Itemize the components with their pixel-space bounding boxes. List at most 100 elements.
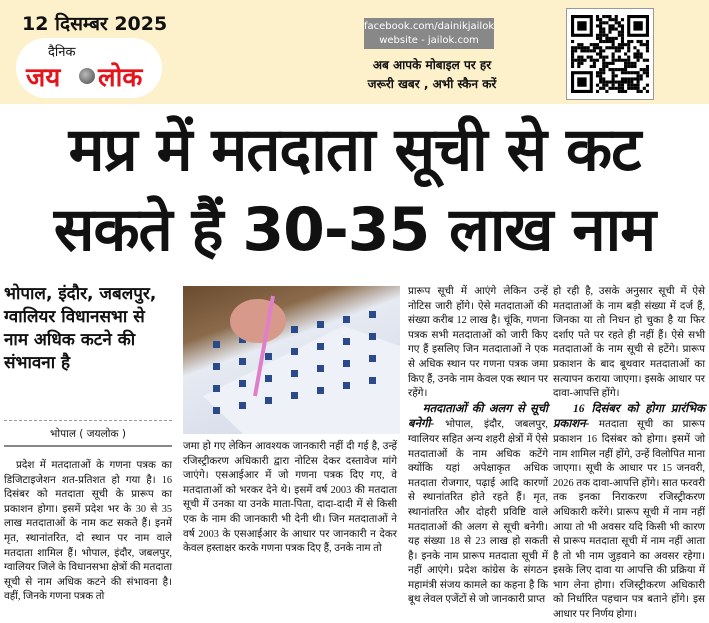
qr-module [595, 71, 600, 75]
qr-module [645, 89, 649, 93]
qr-module [617, 68, 621, 72]
qr-module [571, 55, 575, 59]
qr-module [602, 71, 606, 75]
headline-line-2: सकते हैं 30-35 लाख नाम [53, 195, 656, 265]
voter-list-photo-icon [183, 286, 400, 434]
qr-module [602, 30, 606, 34]
logo-jay: जय [26, 63, 61, 93]
qr-module [627, 80, 631, 84]
qr-module [639, 55, 643, 59]
qr-module [614, 15, 618, 19]
promo-line-2: जरूरी खबर , अभी स्कैन करें [367, 77, 497, 91]
logo-dainik: दैनिक [48, 45, 76, 60]
qr-module [627, 61, 631, 65]
qr-module [608, 86, 612, 90]
voter-photo-thumb [291, 348, 298, 355]
qr-module [633, 55, 637, 59]
qr-module [571, 52, 575, 56]
voter-photo-thumb [239, 380, 246, 387]
qr-module [630, 64, 634, 69]
qr-module [577, 61, 581, 65]
qr-module [602, 77, 606, 81]
qr-module [605, 64, 609, 69]
website-link[interactable]: website - jailok.com [379, 35, 479, 46]
voter-photo-thumb [369, 355, 376, 362]
qr-module [602, 61, 606, 65]
qr-code-icon[interactable] [566, 8, 654, 100]
qr-module [608, 80, 612, 84]
qr-module [599, 74, 603, 78]
qr-module [633, 61, 637, 65]
qr-module [620, 68, 625, 72]
qr-module [630, 83, 634, 87]
qr-module [636, 89, 640, 93]
qr-module [624, 64, 628, 69]
qr-module [592, 43, 596, 47]
qr-module [620, 27, 625, 31]
qr-module [627, 64, 631, 69]
qr-module [608, 18, 612, 22]
col4-text-a: हो रही है, उसके अनुसार सूची में ऐसे मतदा… [553, 286, 705, 400]
qr-module [636, 77, 640, 81]
qr-module [624, 80, 628, 84]
qr-module [617, 55, 621, 59]
qr-module [580, 61, 584, 65]
qr-module [639, 52, 643, 56]
qr-module [605, 36, 609, 40]
qr-module [636, 58, 640, 62]
qr-module [642, 71, 646, 75]
qr-module [642, 86, 646, 90]
voter-photo-thumb [369, 333, 376, 340]
qr-module [639, 89, 643, 93]
qr-module [589, 43, 593, 47]
article-column-4: हो रही है, उसके अनुसार सूची में ऐसे मतदा… [553, 285, 705, 623]
qr-module [617, 49, 621, 53]
qr-module [620, 24, 625, 28]
qr-module [624, 71, 628, 75]
qr-module [620, 30, 625, 34]
qr-pattern [571, 15, 649, 93]
qr-module [620, 43, 625, 47]
qr-module [595, 36, 600, 40]
qr-module [586, 55, 590, 59]
qr-module [595, 33, 600, 37]
qr-module [639, 39, 643, 44]
qr-module [611, 24, 615, 28]
qr-module [611, 61, 615, 65]
voter-photo-thumb [291, 326, 298, 333]
qr-module [592, 46, 596, 50]
qr-module [599, 80, 603, 84]
qr-module [630, 61, 634, 65]
qr-module [602, 39, 606, 44]
qr-module [605, 21, 609, 25]
qr-module [577, 58, 581, 62]
qr-module [633, 83, 637, 87]
qr-module [627, 55, 631, 59]
voter-photo-thumb [213, 407, 220, 414]
qr-module [602, 58, 606, 62]
qr-module [592, 49, 596, 53]
qr-module [580, 49, 584, 53]
headline: मप्र में मतदाता सूची से कट सकते हैं 30-3… [0, 110, 709, 270]
qr-module [611, 52, 615, 56]
voter-photo-thumb [343, 382, 350, 389]
qr-module [583, 58, 587, 62]
qr-module [580, 46, 584, 50]
voter-photo-thumb [239, 402, 246, 409]
voter-photo-thumb [265, 397, 272, 404]
article-column-3: प्रारूप सूची में आएंगे लेकिन उन्हें नोटि… [408, 285, 548, 608]
facebook-link[interactable]: facebook.com/dainikjailok [364, 21, 495, 32]
qr-module [614, 27, 618, 31]
qr-module [599, 33, 603, 37]
qr-module [627, 39, 631, 44]
qr-module [645, 49, 649, 53]
qr-module [605, 39, 609, 44]
qr-module [595, 83, 600, 87]
qr-module [642, 58, 646, 62]
qr-module [624, 52, 628, 56]
qr-module [633, 86, 637, 90]
voter-photo-thumb [369, 311, 376, 318]
qr-module [624, 43, 628, 47]
subheadline: भोपाल, इंदौर, जबलपुर, ग्वालियर विधानसभा … [4, 284, 157, 373]
qr-module [627, 77, 631, 81]
